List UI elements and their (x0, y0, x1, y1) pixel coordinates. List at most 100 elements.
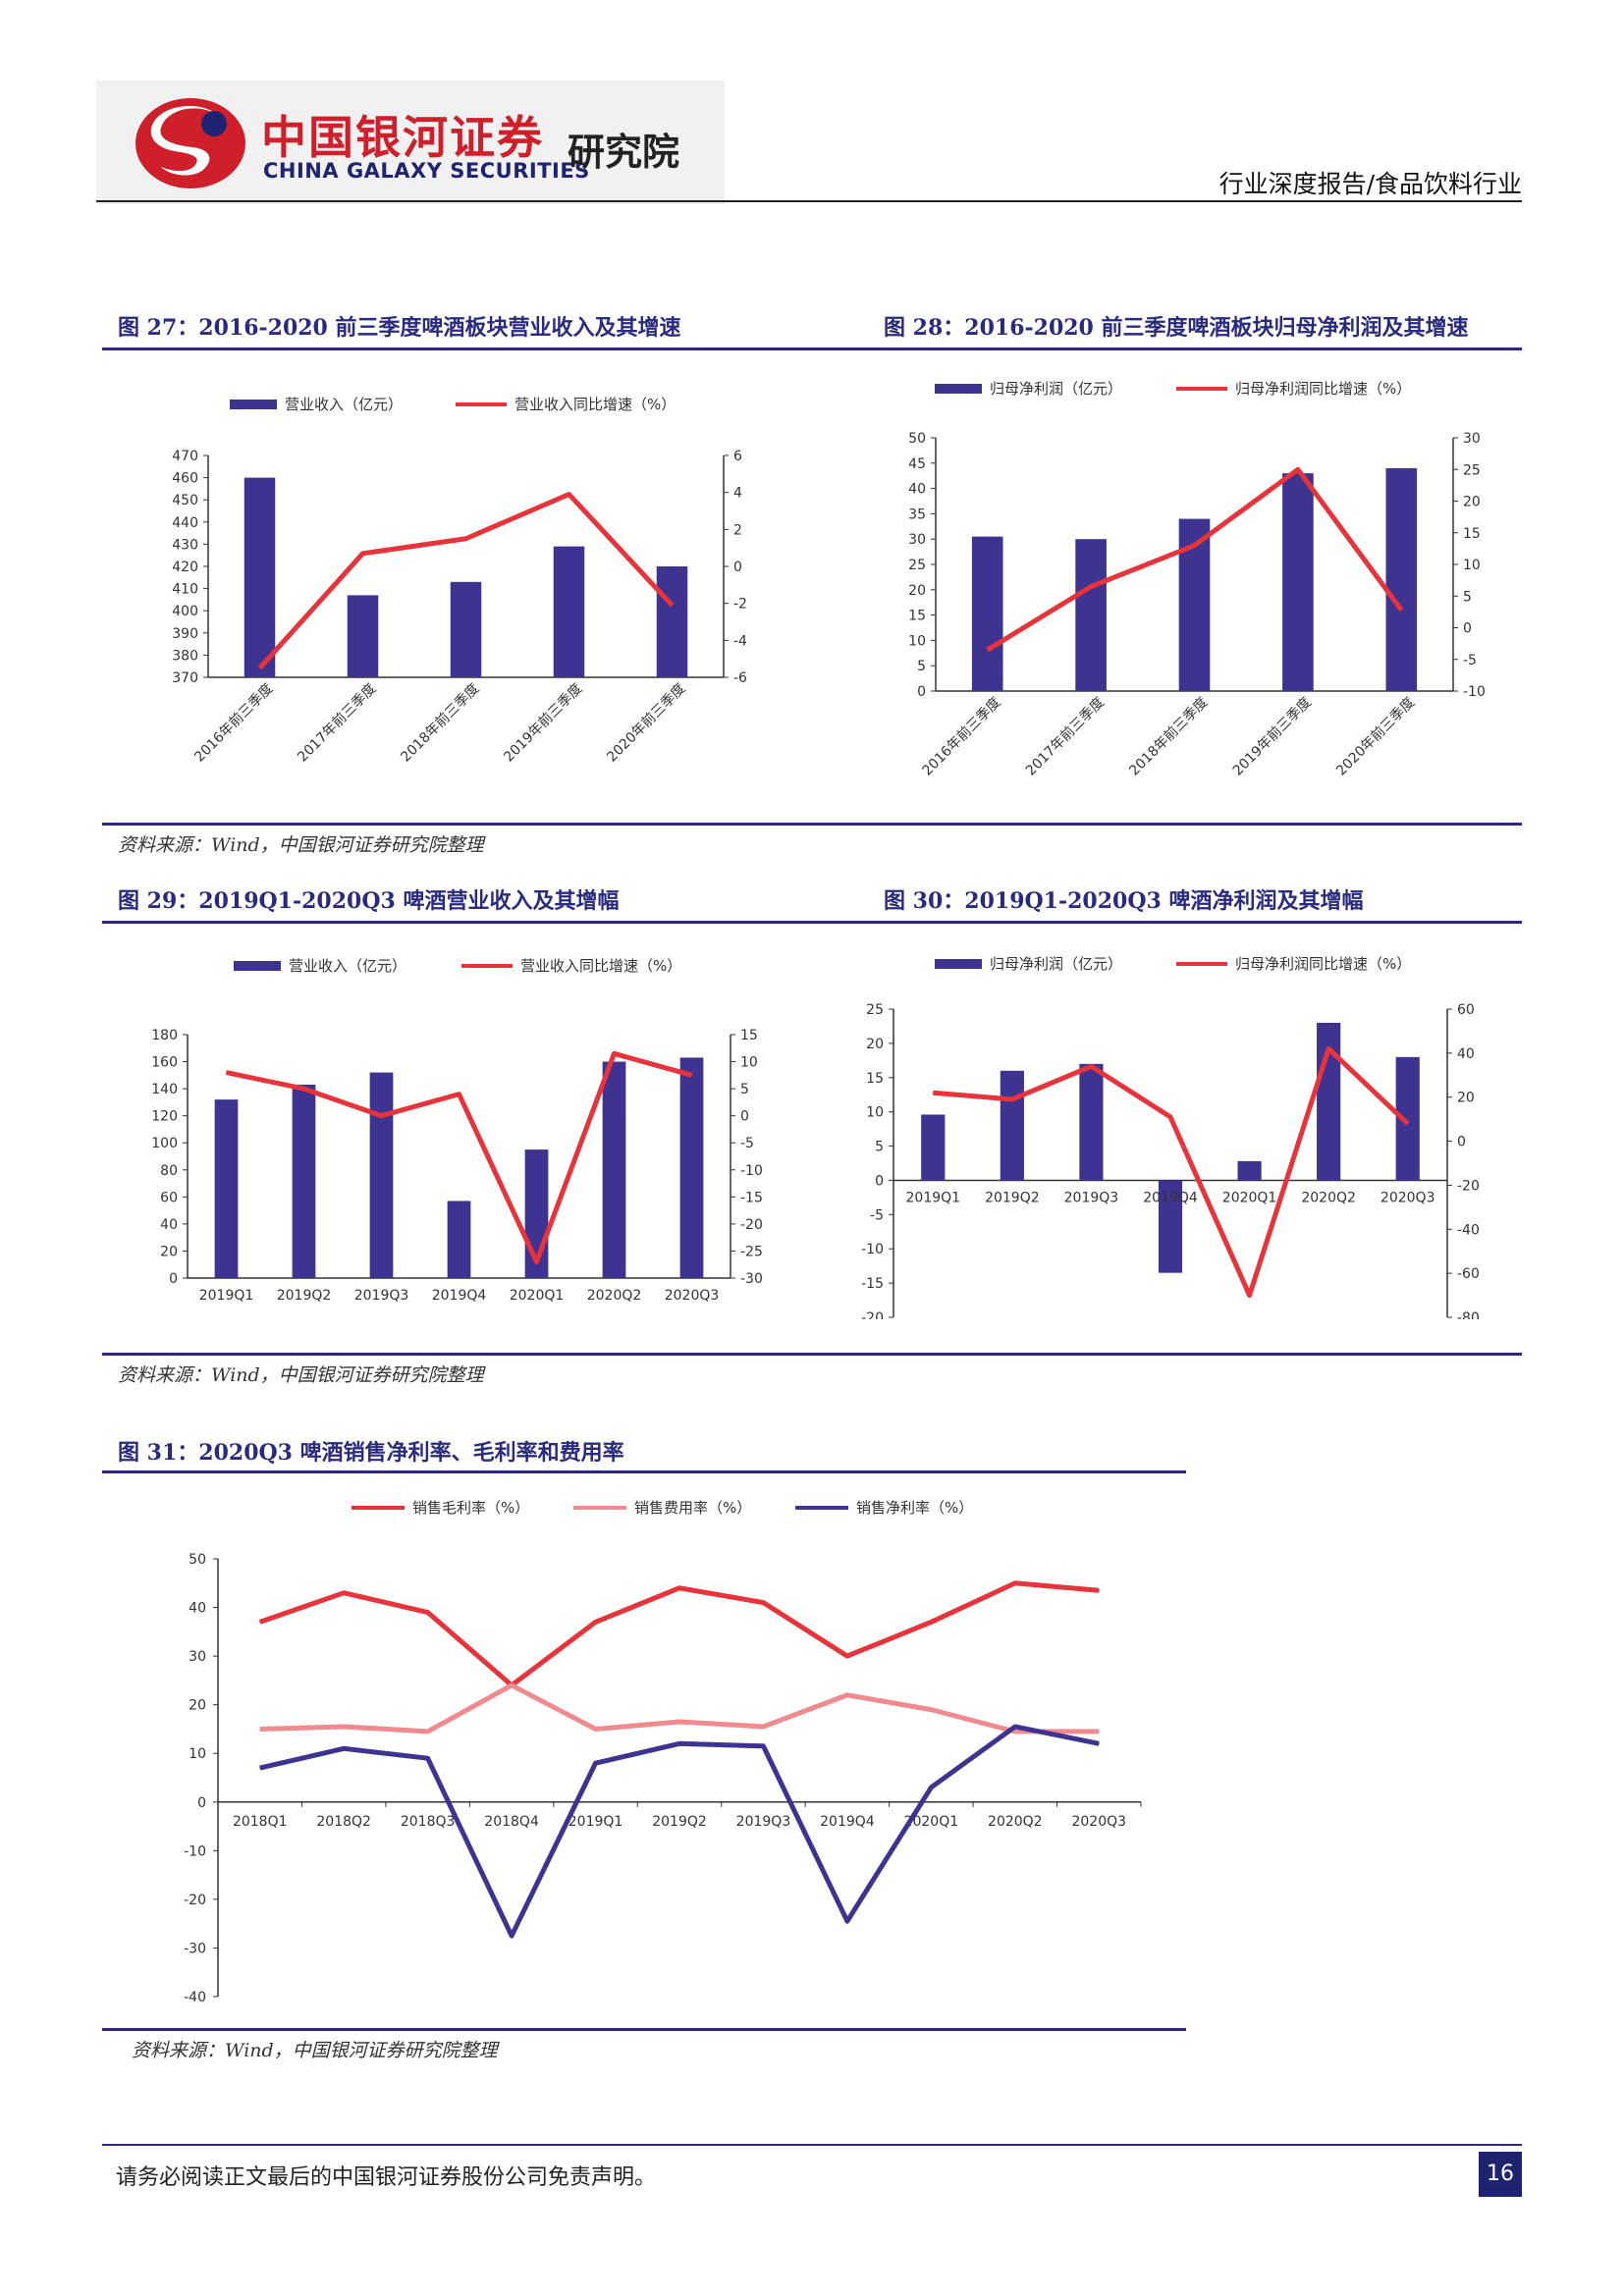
legend-bar-label: 营业收入（亿元） (285, 396, 403, 413)
category-label: 2018Q1 (233, 1814, 288, 1830)
category-label: 2019年前三季度 (501, 680, 586, 766)
right-tick-label: 20 (1457, 1091, 1475, 1106)
right-tick-label: -10 (1463, 684, 1486, 700)
left-tick-label: 5 (875, 1140, 884, 1155)
category-label: 2019Q1 (199, 1288, 254, 1304)
bar (244, 477, 276, 677)
figure-31-chart: 销售毛利率（%） 销售费用率（%） 销售净利率（%） -40 -30 -20 -10 0 10 2… (184, 1499, 1142, 2005)
left-tick-label: 410 (172, 582, 198, 598)
category-label: 2018Q2 (316, 1814, 371, 1830)
right-tick-label: 15 (1463, 526, 1481, 542)
bar (347, 595, 379, 677)
right-tick-label: -10 (740, 1163, 763, 1179)
growth-point (987, 649, 989, 651)
figure-30-title: 图 30：2019Q1-2020Q3 啤酒净利润及其增幅 (884, 888, 1364, 914)
bar (1282, 473, 1314, 691)
left-tick-label: 10 (866, 1105, 884, 1121)
category-label: 2020Q3 (1380, 1190, 1435, 1205)
left-tick-label: 400 (172, 604, 198, 619)
right-tick-label: -40 (1457, 1222, 1480, 1238)
category-label: 2019Q4 (432, 1288, 487, 1304)
category-label: 2020Q1 (1222, 1190, 1277, 1205)
series-point (511, 1935, 513, 1937)
series-point (762, 1745, 764, 1747)
growth-point (259, 667, 260, 669)
left-tick-label: 430 (172, 537, 198, 553)
growth-point (1090, 1065, 1092, 1067)
right-tick-label: 0 (1463, 621, 1472, 637)
category-label: 2019Q1 (568, 1814, 623, 1830)
series-line (259, 1724, 1100, 1939)
growth-point (226, 1072, 227, 1074)
left-tick-label: 120 (151, 1109, 178, 1125)
right-tick-label: -20 (1457, 1178, 1480, 1194)
right-tick-label: -6 (733, 670, 747, 686)
logo-english-name: CHINA GALAXY SECURITIES (263, 159, 590, 183)
legend-bar-swatch (935, 959, 982, 969)
right-tick-label: -20 (740, 1217, 763, 1233)
bar (1385, 467, 1418, 691)
growth-point (614, 1052, 615, 1054)
figure-27-title: 图 27：2016-2020 前三季度啤酒板块营业收入及其增速 (118, 315, 681, 341)
bar (921, 1114, 946, 1181)
series-point (678, 1721, 680, 1723)
right-tick-label: -2 (733, 597, 747, 613)
legend-line-label: 营业收入同比增速（%） (514, 396, 676, 413)
left-tick-label: 470 (172, 449, 198, 464)
series-point (343, 1747, 345, 1749)
series-line (259, 1682, 1100, 1735)
left-tick-label: 40 (189, 1601, 206, 1617)
category-label: 2019Q4 (1143, 1190, 1198, 1205)
galaxy-logo-icon (135, 98, 245, 188)
bar (450, 581, 482, 677)
left-tick-label: 40 (160, 1217, 178, 1233)
left-tick-label: -40 (184, 1990, 206, 2005)
right-tick-label: 30 (1463, 431, 1481, 447)
category-label: 2020Q1 (904, 1814, 959, 1830)
series-point (343, 1726, 345, 1728)
right-tick-label: 5 (1463, 589, 1472, 605)
right-tick-label: 10 (1463, 558, 1481, 573)
right-tick-label: -80 (1457, 1310, 1480, 1319)
left-tick-label: 20 (160, 1244, 178, 1259)
category-label: 2020年前三季度 (1332, 694, 1418, 779)
series-point (1014, 1731, 1016, 1733)
legend-label: 销售费用率（%） (634, 1499, 751, 1517)
bar (447, 1201, 471, 1278)
left-tick-label: 0 (917, 684, 926, 700)
left-tick-label: 50 (908, 431, 926, 447)
left-tick-label: 45 (908, 456, 926, 472)
series-point (259, 1728, 261, 1730)
series-point (846, 1655, 848, 1657)
left-tick-label: 390 (172, 626, 198, 642)
category-label: 2019Q2 (985, 1190, 1040, 1205)
left-tick-label: 380 (172, 648, 198, 664)
left-tick-label: 20 (189, 1698, 206, 1714)
legend-bar-label: 归母净利润（亿元） (990, 380, 1122, 398)
left-tick-label: 140 (151, 1082, 178, 1097)
category-label: 2019Q2 (277, 1288, 332, 1304)
right-tick-label: 5 (740, 1082, 749, 1097)
category-label: 2018Q4 (484, 1814, 539, 1830)
left-tick-label: 60 (160, 1190, 178, 1205)
series-point (427, 1731, 429, 1733)
series-point (343, 1592, 345, 1594)
category-label: 2019Q1 (906, 1190, 961, 1205)
growth-point (1297, 468, 1299, 470)
category-label: 2020Q3 (1071, 1814, 1126, 1830)
left-tick-label: 15 (908, 609, 926, 624)
left-tick-label: 30 (908, 532, 926, 548)
series-point (1014, 1582, 1016, 1584)
legend-bar-swatch (935, 384, 982, 394)
growth-point (1327, 1047, 1329, 1049)
series-point (930, 1709, 932, 1711)
right-tick-label: 2 (733, 522, 742, 538)
figure-29-30-bottom-rule (102, 1353, 1522, 1356)
left-tick-label: 0 (197, 1795, 206, 1811)
left-tick-label: 20 (908, 583, 926, 599)
footer-rule (102, 2144, 1522, 2146)
series-point (762, 1726, 764, 1728)
figure-31-source: 资料来源：Wind，中国银河证券研究院整理 (132, 2040, 498, 2061)
right-tick-label: 25 (1463, 462, 1481, 478)
category-label: 2019年前三季度 (1229, 694, 1315, 779)
